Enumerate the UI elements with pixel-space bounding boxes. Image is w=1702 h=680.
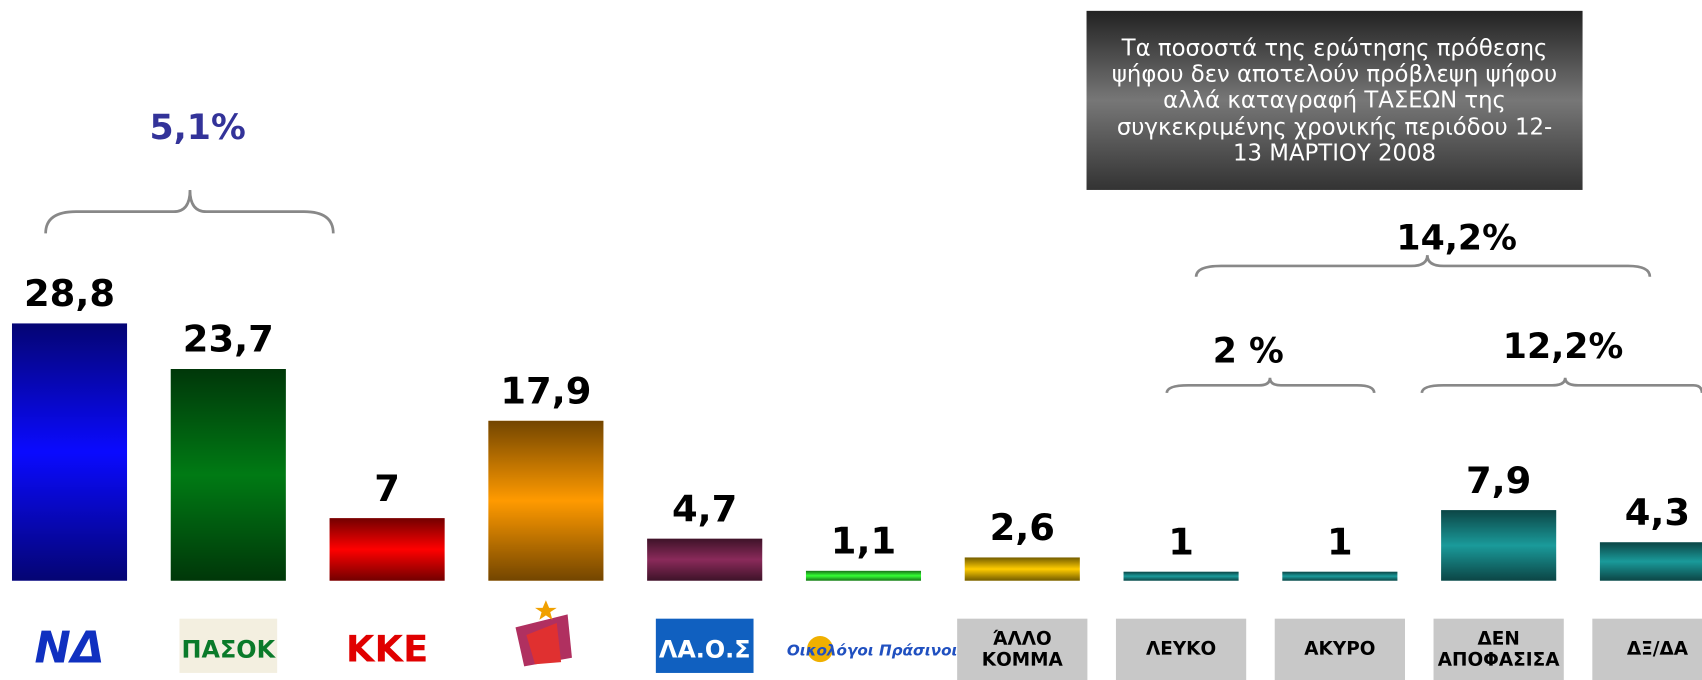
category-label: ΠΑΣΟΚ — [182, 636, 277, 664]
category-label: Οικολόγοι Πράσινοι — [787, 642, 958, 660]
value-label: 7,9 — [1466, 459, 1531, 502]
annotation: 2 % — [1213, 332, 1284, 372]
category-label: ΑΚΥΡΟ — [1273, 619, 1408, 680]
bar-shade — [1282, 572, 1397, 581]
value-label: 17,9 — [500, 369, 591, 412]
bar-shade — [647, 539, 762, 581]
category-label: ΛΕΥΚΟ — [1114, 619, 1249, 680]
value-label: 7 — [374, 467, 400, 510]
category-label-box: ΔΞ/ΔΑ — [1590, 619, 1702, 680]
category-label-box: ΛΕΥΚΟ — [1114, 619, 1249, 680]
bar-shade — [1441, 510, 1556, 581]
bar-shade — [171, 369, 286, 581]
page: Τα ποσοστά της ερώτησης πρόθεσης ψήφου δ… — [0, 0, 1702, 680]
category-label: ΛΑ.Ο.Σ — [659, 636, 751, 664]
category-label-box: ΑΚΥΡΟ — [1273, 619, 1408, 680]
category-label-box: ΆΛΛΟ ΚΟΜΜΑ — [955, 619, 1090, 680]
annotation: 5,1% — [149, 108, 245, 148]
bracket — [1422, 378, 1702, 393]
bar-shade — [806, 571, 921, 581]
annotation: 14,2% — [1396, 219, 1516, 259]
note: Τα ποσοστά της ερώτησης πρόθεσης ψήφου δ… — [1087, 11, 1583, 190]
value-label: 2,6 — [990, 506, 1055, 549]
category-label: ΝΔ — [35, 624, 105, 674]
bar-shade — [965, 557, 1080, 580]
bar-shade — [1124, 572, 1239, 581]
chart: Τα ποσοστά της ερώτησης πρόθεσης ψήφου δ… — [0, 0, 1702, 680]
annotation: 12,2% — [1503, 327, 1623, 367]
value-label: 4,3 — [1625, 491, 1690, 534]
value-label: 23,7 — [183, 318, 274, 361]
category-label: ΔΕΝ ΑΠΟΦΑΣΙΣΑ — [1431, 619, 1566, 680]
category-label: ΚΚΕ — [346, 628, 428, 671]
bracket — [46, 190, 334, 233]
bracket — [1167, 378, 1374, 393]
category-label: ΔΞ/ΔΑ — [1590, 619, 1702, 680]
bar-shade — [330, 518, 445, 581]
bar-shade — [12, 323, 127, 580]
logo-star — [535, 600, 557, 620]
value-label: 4,7 — [672, 487, 737, 530]
value-label: 28,8 — [24, 272, 115, 315]
value-label: 1 — [1168, 520, 1194, 563]
bar-shade — [488, 421, 603, 581]
bar-shade — [1600, 542, 1702, 580]
value-label: 1,1 — [831, 519, 896, 562]
note-text: Τα ποσοστά της ερώτησης πρόθεσης ψήφου δ… — [1087, 11, 1583, 190]
value-label: 1 — [1327, 520, 1353, 563]
category-label-box: ΔΕΝ ΑΠΟΦΑΣΙΣΑ — [1431, 619, 1566, 680]
category-label: ΆΛΛΟ ΚΟΜΜΑ — [955, 619, 1090, 680]
